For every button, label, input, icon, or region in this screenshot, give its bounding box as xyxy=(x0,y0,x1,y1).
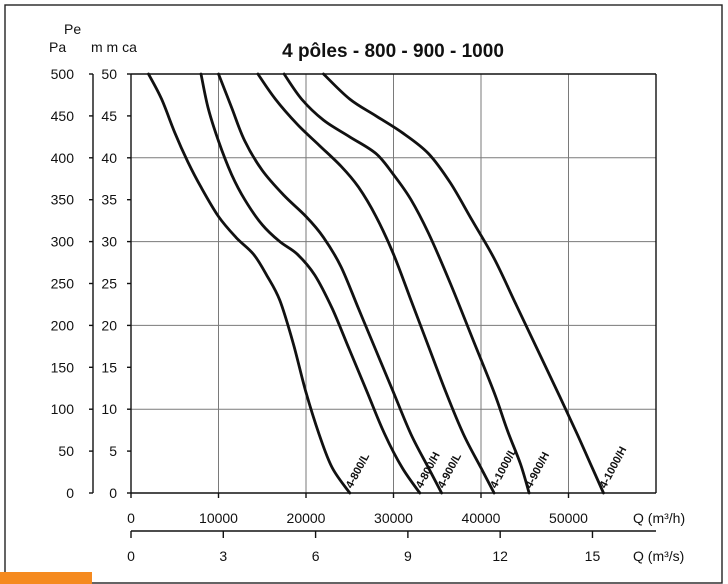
y-axis-name: Pe xyxy=(64,21,81,37)
y-tick-label-mmca: 25 xyxy=(101,276,117,292)
y-tick-label-mmca: 40 xyxy=(101,150,117,166)
series-curve-4-800-l xyxy=(147,72,352,495)
tick-labels: 0501001502002503003504004505000510152025… xyxy=(51,66,601,564)
x-tick-label-m3s: 6 xyxy=(312,548,320,564)
y-tick-label-pa: 150 xyxy=(51,359,75,375)
y-tick-label-pa: 400 xyxy=(51,150,75,166)
y-tick-label-mmca: 35 xyxy=(101,192,117,208)
series-curve-4-1000-l xyxy=(256,72,496,495)
y-tick-label-pa: 300 xyxy=(51,234,75,250)
chart-title: 4 pôles - 800 - 900 - 1000 xyxy=(282,41,504,62)
x-tick-label-m3h: 0 xyxy=(127,510,135,526)
x-tick-label-m3s: 15 xyxy=(585,548,601,564)
series-curve-4-1000-h xyxy=(322,72,605,495)
y-tick-label-pa: 50 xyxy=(58,443,74,459)
y-tick-label-mmca: 5 xyxy=(109,443,117,459)
y-tick-label-mmca: 0 xyxy=(109,485,117,501)
x-tick-label-m3h: 50000 xyxy=(549,510,588,526)
x-tick-label-m3h: 10000 xyxy=(199,510,238,526)
x-axis-label-m3s: Q (m³/s) xyxy=(633,548,684,564)
series-curves xyxy=(147,72,605,495)
y-tick-label-pa: 500 xyxy=(51,66,75,82)
x-tick-label-m3h: 20000 xyxy=(287,510,326,526)
series-curve-4-800-h xyxy=(199,72,422,495)
grid xyxy=(131,73,656,493)
series-curve-4-900-l xyxy=(217,72,443,495)
x-tick-label-m3s: 0 xyxy=(127,548,135,564)
x-axis-label-m3h: Q (m³/h) xyxy=(633,510,685,526)
x-tick-label-m3s: 9 xyxy=(404,548,412,564)
y-tick-label-mmca: 15 xyxy=(101,359,117,375)
y-tick-label-mmca: 45 xyxy=(101,108,117,124)
x-tick-label-m3h: 40000 xyxy=(462,510,501,526)
y-tick-label-mmca: 10 xyxy=(101,401,117,417)
y-tick-label-pa: 0 xyxy=(66,485,74,501)
y-tick-label-pa: 450 xyxy=(51,108,75,124)
y-unit-pa: Pa xyxy=(49,39,66,55)
chart-frame xyxy=(4,4,723,584)
y-tick-label-mmca: 20 xyxy=(101,317,117,333)
corner-accent xyxy=(0,572,92,584)
series-curve-4-900-h xyxy=(282,72,531,495)
y-tick-label-pa: 100 xyxy=(51,401,75,417)
x-tick-label-m3h: 30000 xyxy=(374,510,413,526)
y-tick-label-pa: 200 xyxy=(51,317,75,333)
x-tick-label-m3s: 12 xyxy=(492,548,508,564)
y-unit-mmca: m m ca xyxy=(91,39,137,55)
y-tick-label-pa: 250 xyxy=(51,276,75,292)
y-tick-label-pa: 350 xyxy=(51,192,75,208)
x-tick-label-m3s: 3 xyxy=(219,548,227,564)
y-tick-label-mmca: 30 xyxy=(101,234,117,250)
y-tick-label-mmca: 50 xyxy=(101,66,117,82)
